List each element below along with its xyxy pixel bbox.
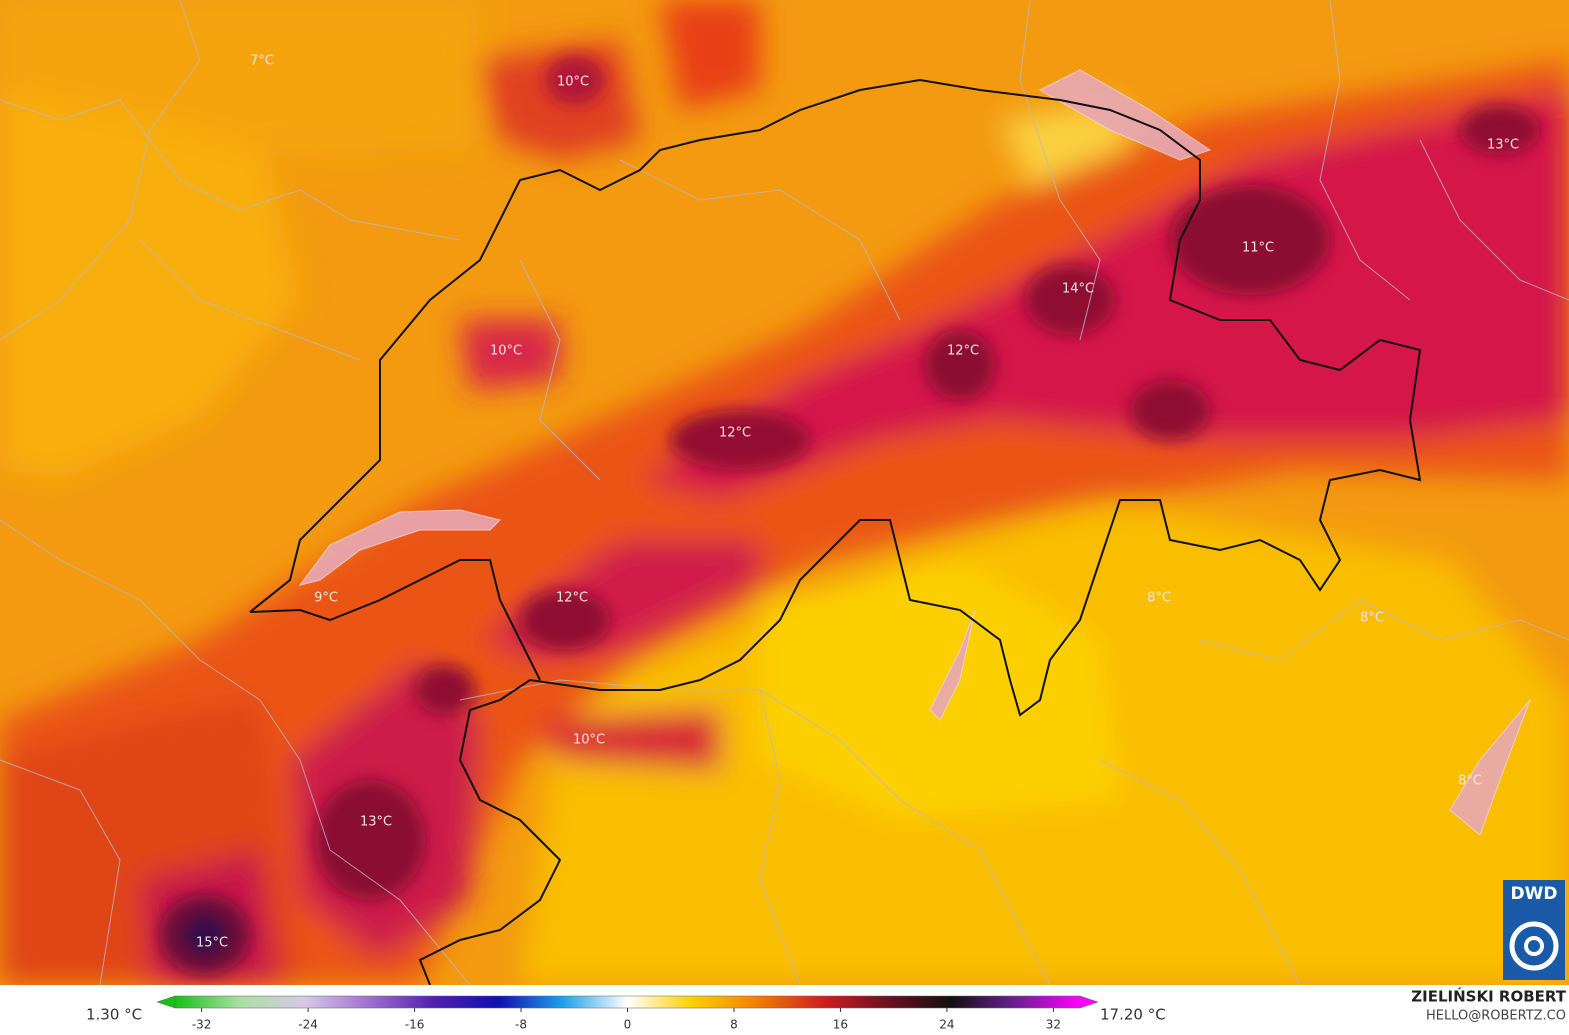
temp-label: 8°C bbox=[1360, 611, 1384, 626]
colorbar-tick-label: 8 bbox=[730, 1018, 738, 1032]
temp-label: 15°C bbox=[196, 936, 228, 951]
logo-swirl bbox=[1524, 936, 1544, 956]
temp-label: 10°C bbox=[557, 75, 589, 90]
temp-label: 8°C bbox=[1147, 591, 1171, 606]
footer-strip bbox=[0, 985, 1569, 1035]
logo-swirl bbox=[1509, 921, 1559, 971]
country-border-west bbox=[249, 559, 541, 681]
temp-label: 12°C bbox=[947, 344, 979, 359]
logo-text: DWD bbox=[1511, 884, 1558, 904]
warm-cores bbox=[160, 55, 1540, 975]
author: ZIELIŃSKI ROBERT bbox=[1411, 987, 1566, 1006]
temp-label: 8°C bbox=[1458, 774, 1482, 789]
colorbar-tick-label: 32 bbox=[1046, 1018, 1061, 1032]
colorbar-tick-label: 24 bbox=[939, 1018, 954, 1032]
colorbar-tick-label: -16 bbox=[405, 1018, 425, 1032]
dwd-logo: DWD bbox=[1503, 880, 1565, 980]
colorbar-tick-label: 16 bbox=[833, 1018, 848, 1032]
colorbar: -32 -24 -16 -8 0 8 16 24 32 bbox=[156, 995, 1099, 1032]
temp-label: 12°C bbox=[719, 426, 751, 441]
temperature-labels: 7°C 10°C 13°C 11°C 14°C 10°C 12°C 12°C 1… bbox=[196, 54, 1519, 951]
logo-box bbox=[1503, 880, 1565, 980]
temp-label: 9°C bbox=[314, 591, 338, 606]
temp-label: 11°C bbox=[1242, 241, 1274, 256]
colorbar-tick-label: -8 bbox=[515, 1018, 527, 1032]
temp-label: 13°C bbox=[1487, 138, 1519, 153]
temp-label: 7°C bbox=[250, 54, 274, 69]
colorbar-scale bbox=[174, 995, 1081, 1009]
temperature-map: 7°C 10°C 13°C 11°C 14°C 10°C 12°C 12°C 1… bbox=[0, 0, 1569, 985]
temp-label: 10°C bbox=[490, 344, 522, 359]
max-label: 17.20 °C bbox=[1100, 1006, 1166, 1024]
colorbar-tick-label: 0 bbox=[624, 1018, 632, 1032]
temp-label: 14°C bbox=[1062, 282, 1094, 297]
temp-label: 12°C bbox=[556, 591, 588, 606]
region-borders bbox=[0, 0, 1569, 985]
colorbar-tick-label: -24 bbox=[298, 1018, 318, 1032]
colorbar-tick-label: -32 bbox=[192, 1018, 212, 1032]
country-border bbox=[249, 78, 1422, 985]
temp-label: 13°C bbox=[360, 815, 392, 830]
contact: HELLO@ROBERTZ.CO bbox=[1426, 1009, 1566, 1024]
min-label: 1.30 °C bbox=[86, 1006, 142, 1024]
temp-label: 10°C bbox=[573, 733, 605, 748]
